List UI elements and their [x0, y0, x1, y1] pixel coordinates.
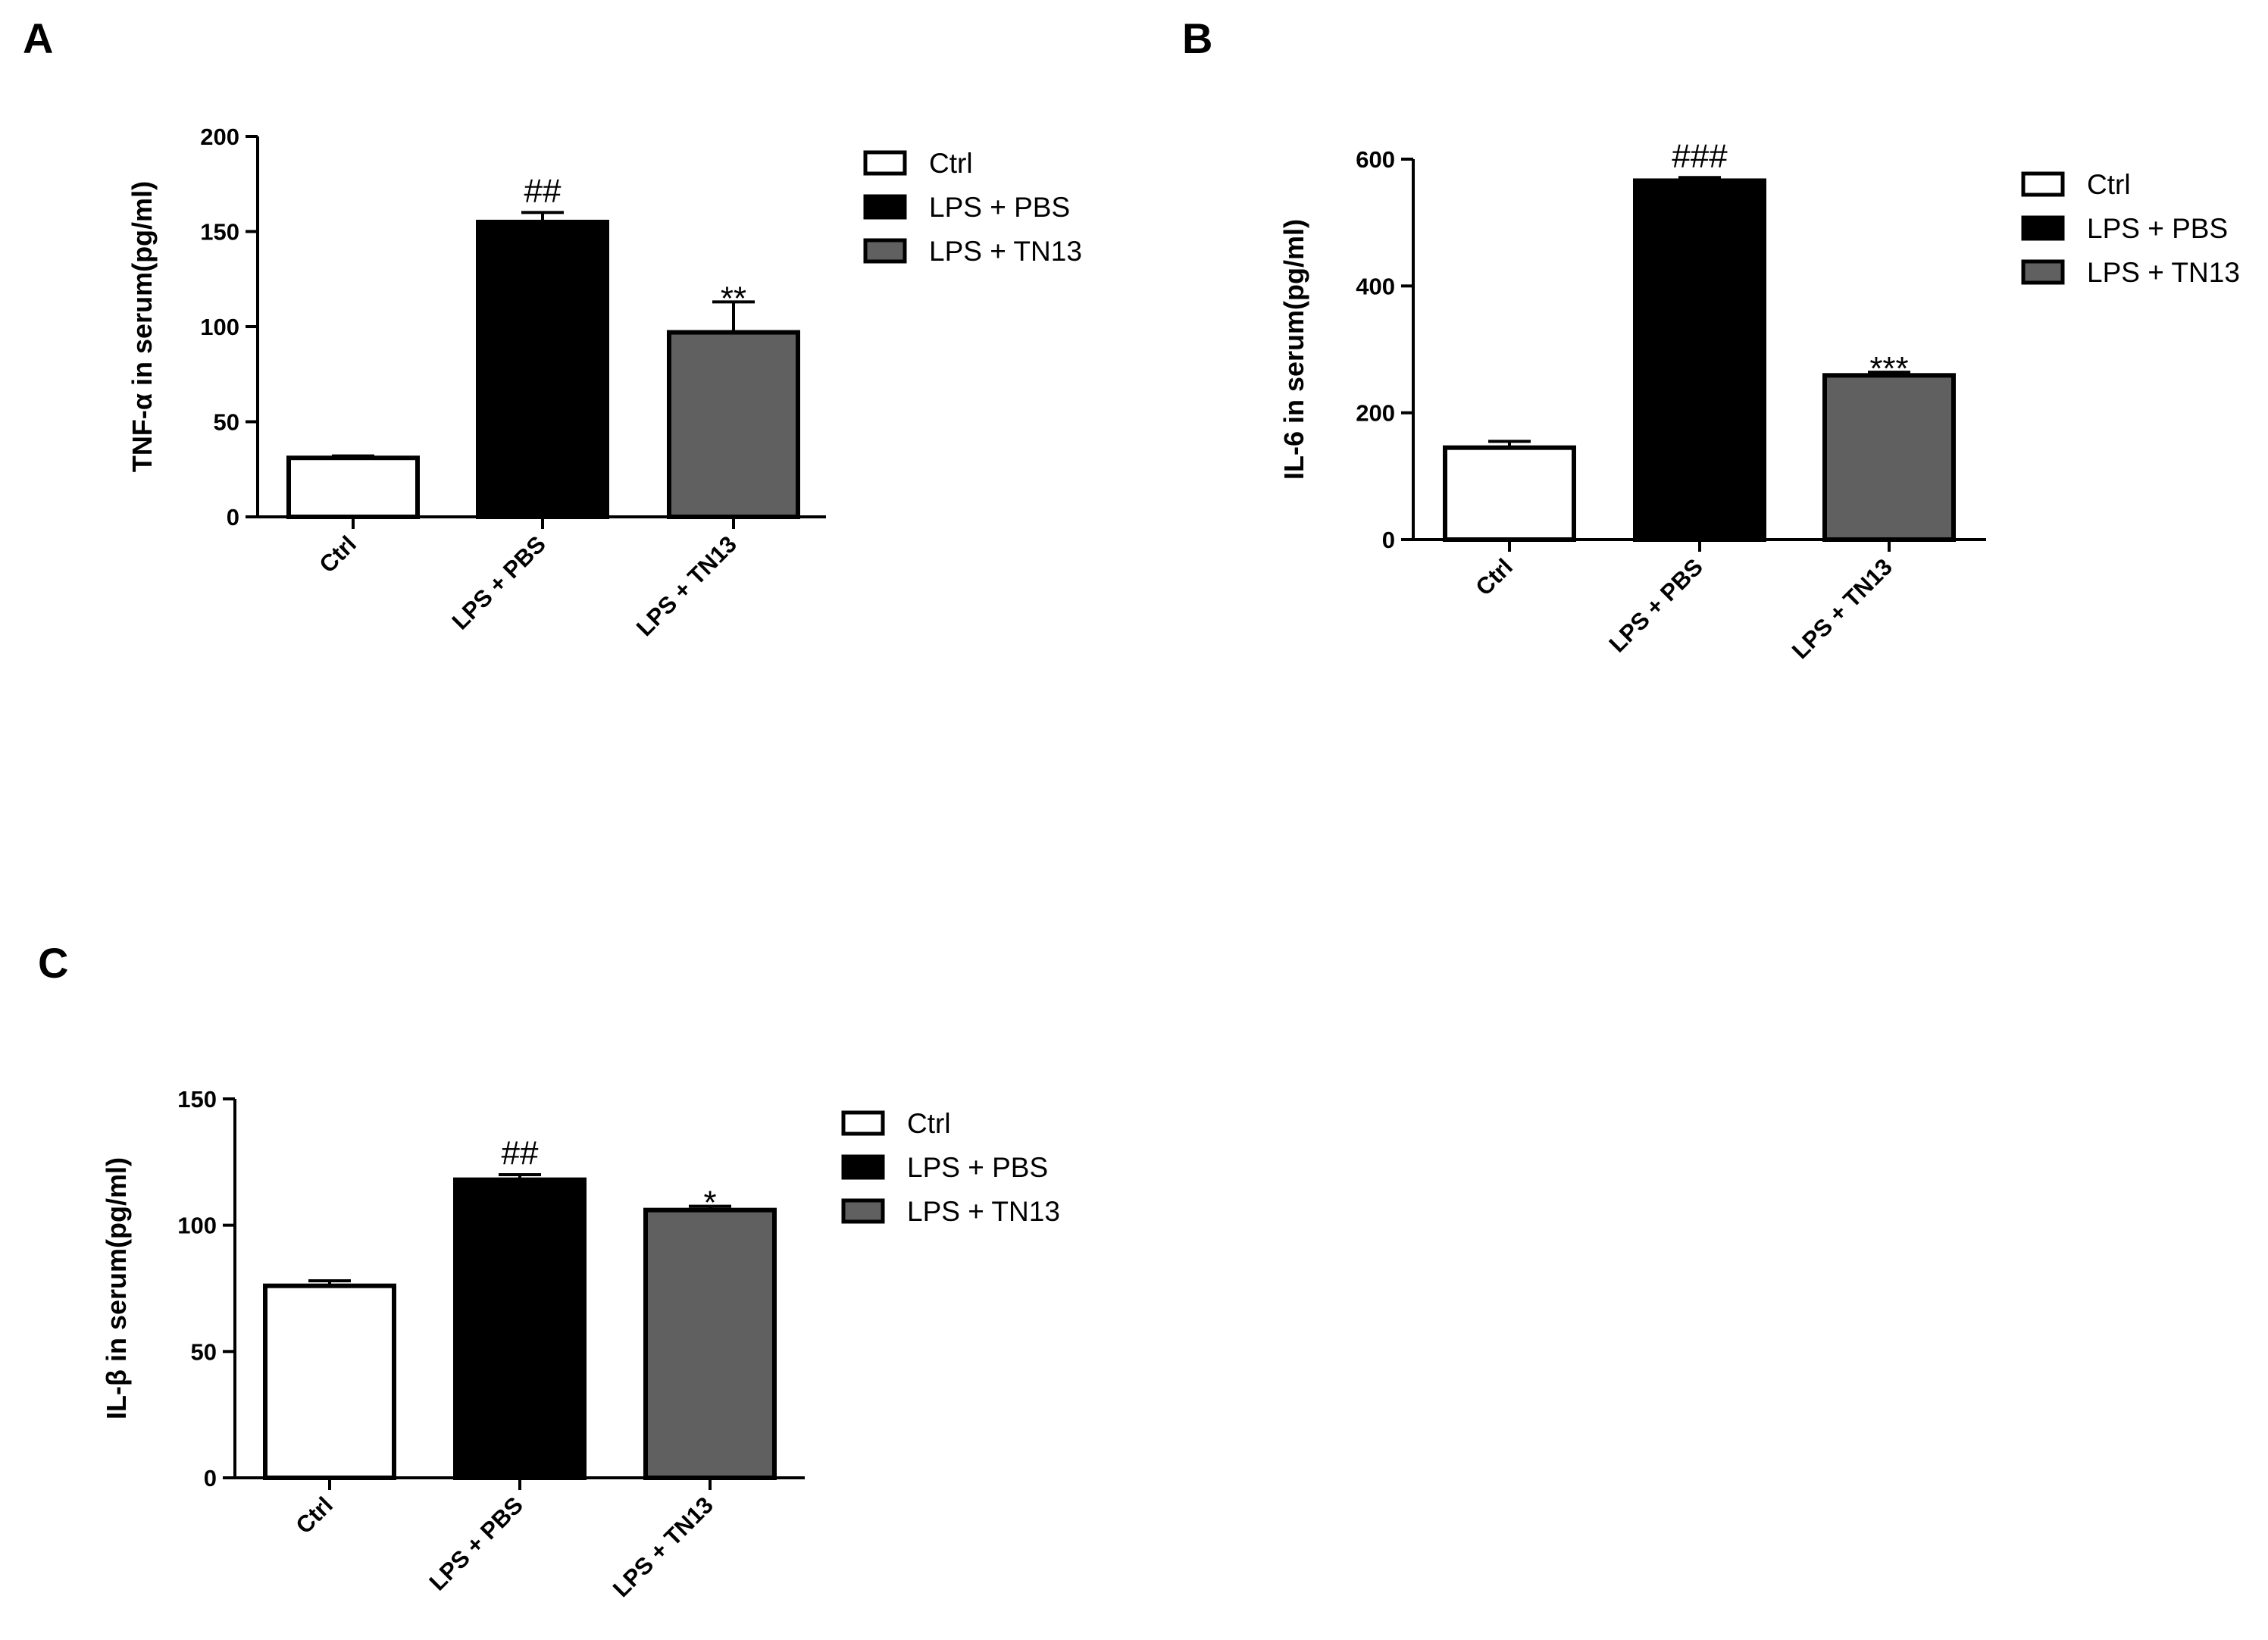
chart-panel-b: B 0 200 400 600 IL-6 in serum(pg/ml) Ctrl ### LP… [1156, 0, 2268, 720]
chart-c-bar-2 [643, 1207, 777, 1480]
chart-c-legend-swatch-2 [841, 1198, 885, 1224]
chart-a-y-axis-label: TNF-α in serum(pg/ml) [127, 181, 158, 472]
chart-b-y-tick-label: 600 [1356, 146, 1395, 173]
chart-c-legend-label-1: LPS + PBS [907, 1152, 1048, 1183]
chart-b-bar-1 [1633, 178, 1766, 543]
chart-c-category-label-0: Ctrl [290, 1491, 338, 1539]
chart-c-significance-2: * [703, 1185, 716, 1222]
chart-b-category-label-1: LPS + PBS [1604, 553, 1708, 657]
chart-a-y-tick-label: 50 [214, 409, 239, 436]
chart-a-legend-swatch-2 [863, 238, 907, 264]
chart-b-category-label-2: LPS + TN13 [1787, 553, 1897, 664]
chart-c-category-label-2: LPS + TN13 [608, 1491, 718, 1602]
chart-b-legend-swatch-1 [2021, 215, 2065, 241]
chart-c-category-label-1: LPS + PBS [424, 1491, 528, 1595]
chart-a-category-label-2: LPS + TN13 [631, 530, 742, 641]
chart-a-bar-2 [667, 330, 800, 519]
chart-a-panel-letter: A [23, 14, 53, 62]
chart-a-y-tick-label: 150 [200, 219, 239, 246]
chart-panel-c: C 0 50 100 150 IL-β in serum(pg/ml) Ctrl ## LPS … [0, 936, 1137, 1640]
chart-c-legend-label-2: LPS + TN13 [907, 1196, 1060, 1227]
chart-a-legend-label-1: LPS + PBS [929, 192, 1070, 223]
chart-a-bar-0 [286, 455, 420, 519]
chart-b-legend-label-0: Ctrl [2087, 169, 2131, 200]
chart-c-legend-swatch-0 [841, 1110, 885, 1136]
chart-c-y-tick-label: 0 [204, 1465, 217, 1491]
chart-a-y-tick-label: 200 [200, 124, 239, 150]
chart-c-legend-label-0: Ctrl [907, 1108, 951, 1139]
chart-a-legend-swatch-1 [863, 194, 907, 220]
chart-c-bar-0 [263, 1283, 396, 1480]
chart-a-legend-label-0: Ctrl [929, 148, 973, 179]
chart-a-category-label-0: Ctrl [314, 530, 361, 578]
chart-b-panel-letter: B [1182, 14, 1212, 62]
chart-a-y-tick-label: 100 [200, 314, 239, 340]
chart-b-significance-2: *** [1869, 350, 1908, 387]
chart-b-category-label-0: Ctrl [1470, 553, 1518, 601]
chart-a-svg: A 0 50 100 150 200 TNF-α in serum(pg/ml) Ctrl ##… [23, 14, 1082, 641]
chart-c-legend-swatch-1 [841, 1154, 885, 1180]
chart-b-bar-0 [1443, 445, 1576, 543]
chart-c-y-axis-label: IL-β in serum(pg/ml) [101, 1157, 132, 1419]
chart-a-legend-label-2: LPS + TN13 [929, 236, 1082, 267]
chart-c-panel-letter: C [38, 939, 68, 987]
chart-b-legend-swatch-2 [2021, 259, 2065, 285]
chart-b-significance-1: ### [1672, 137, 1728, 174]
chart-b-legend-label-2: LPS + TN13 [2087, 257, 2240, 288]
chart-a-category-label-1: LPS + PBS [447, 530, 551, 634]
chart-c-significance-1: ## [502, 1135, 539, 1172]
chart-panel-a: A 0 50 100 150 200 TNF-α in serum(pg/ml) Ctrl ##… [0, 0, 1137, 720]
chart-c-y-tick-label: 150 [177, 1086, 217, 1113]
chart-b-y-tick-label: 400 [1356, 273, 1395, 299]
chart-b-y-tick-label: 0 [1382, 527, 1395, 553]
chart-b-svg: B 0 200 400 600 IL-6 in serum(pg/ml) Ctrl ### LP… [1182, 14, 2240, 664]
chart-a-bar-1 [476, 219, 609, 519]
chart-b-y-axis-label: IL-6 in serum(pg/ml) [1278, 219, 1309, 480]
chart-b-legend-label-1: LPS + PBS [2087, 213, 2228, 244]
chart-b-y-tick-label: 200 [1356, 400, 1395, 427]
chart-b-bar-2 [1822, 373, 1956, 543]
chart-c-svg: C 0 50 100 150 IL-β in serum(pg/ml) Ctrl ## LPS … [38, 939, 1060, 1602]
chart-c-bar-1 [453, 1177, 587, 1480]
chart-c-y-tick-label: 50 [191, 1338, 217, 1365]
chart-b-legend-swatch-0 [2021, 171, 2065, 197]
chart-c-y-tick-label: 100 [177, 1213, 217, 1239]
chart-a-legend-swatch-0 [863, 150, 907, 176]
chart-a-significance-2: ** [721, 280, 746, 317]
chart-a-y-tick-label: 0 [227, 504, 239, 530]
chart-a-significance-1: ## [524, 172, 562, 209]
